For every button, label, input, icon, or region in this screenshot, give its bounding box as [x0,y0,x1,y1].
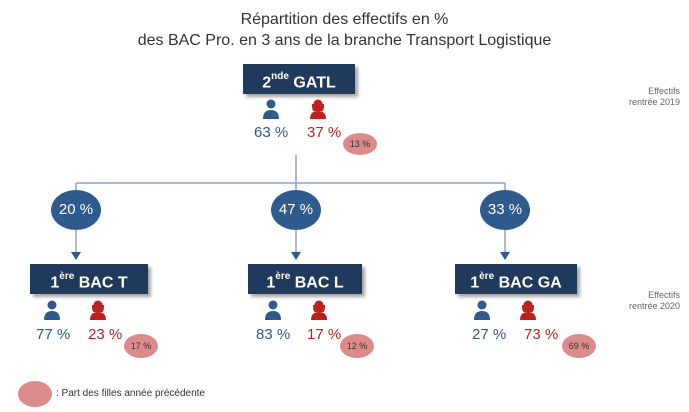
bac-ga-male-pct: 27 % [472,326,507,343]
legend-text: : Part des filles année précédente [56,388,205,399]
male-person-icon [44,300,60,320]
top-prev-girls-bubble: 13 % [343,133,377,155]
side-label-2020: Effectifs rentrée 2020 [628,290,680,311]
female-person-icon [310,99,326,119]
split-circle-bac-l: 47 % [271,190,321,230]
node-1ere-bac-l: 1ère BAC L [248,264,362,294]
side-label-2019: Effectifs rentrée 2019 [628,86,680,107]
bac-t-male-pct: 77 % [36,326,71,343]
bac-l-male-pct: 83 % [256,326,291,343]
bac-ga-female-pct: 73 % [524,326,559,343]
split-circle-bac-t: 20 % [51,190,101,230]
male-person-icon [263,99,279,119]
node-1ere-bac-t: 1ère BAC T [30,264,148,294]
top-male-pct: 63 % [254,124,289,141]
top-female-pct: 37 % [307,124,342,141]
bac-ga-prev-girls-bubble: 69 % [562,334,596,358]
legend-bubble [18,381,52,407]
female-person-icon [90,300,106,320]
bac-l-female-pct: 17 % [307,326,342,343]
chart-title-line1: Répartition des effectifs en % [240,11,449,28]
chart-title-line2: des BAC Pro. en 3 ans de la branche Tran… [137,32,552,49]
bac-t-female-pct: 23 % [88,326,123,343]
bac-t-prev-girls-bubble: 17 % [124,334,158,358]
male-person-icon [265,300,281,320]
male-person-icon [474,300,490,320]
female-person-icon [311,300,327,320]
node-1ere-bac-ga: 1ère BAC GA [455,264,577,294]
bac-l-prev-girls-bubble: 12 % [340,334,374,358]
female-person-icon [520,300,536,320]
node-2nde-gatl: 2nde GATL [243,64,355,94]
split-circle-bac-ga: 33 % [480,190,530,230]
